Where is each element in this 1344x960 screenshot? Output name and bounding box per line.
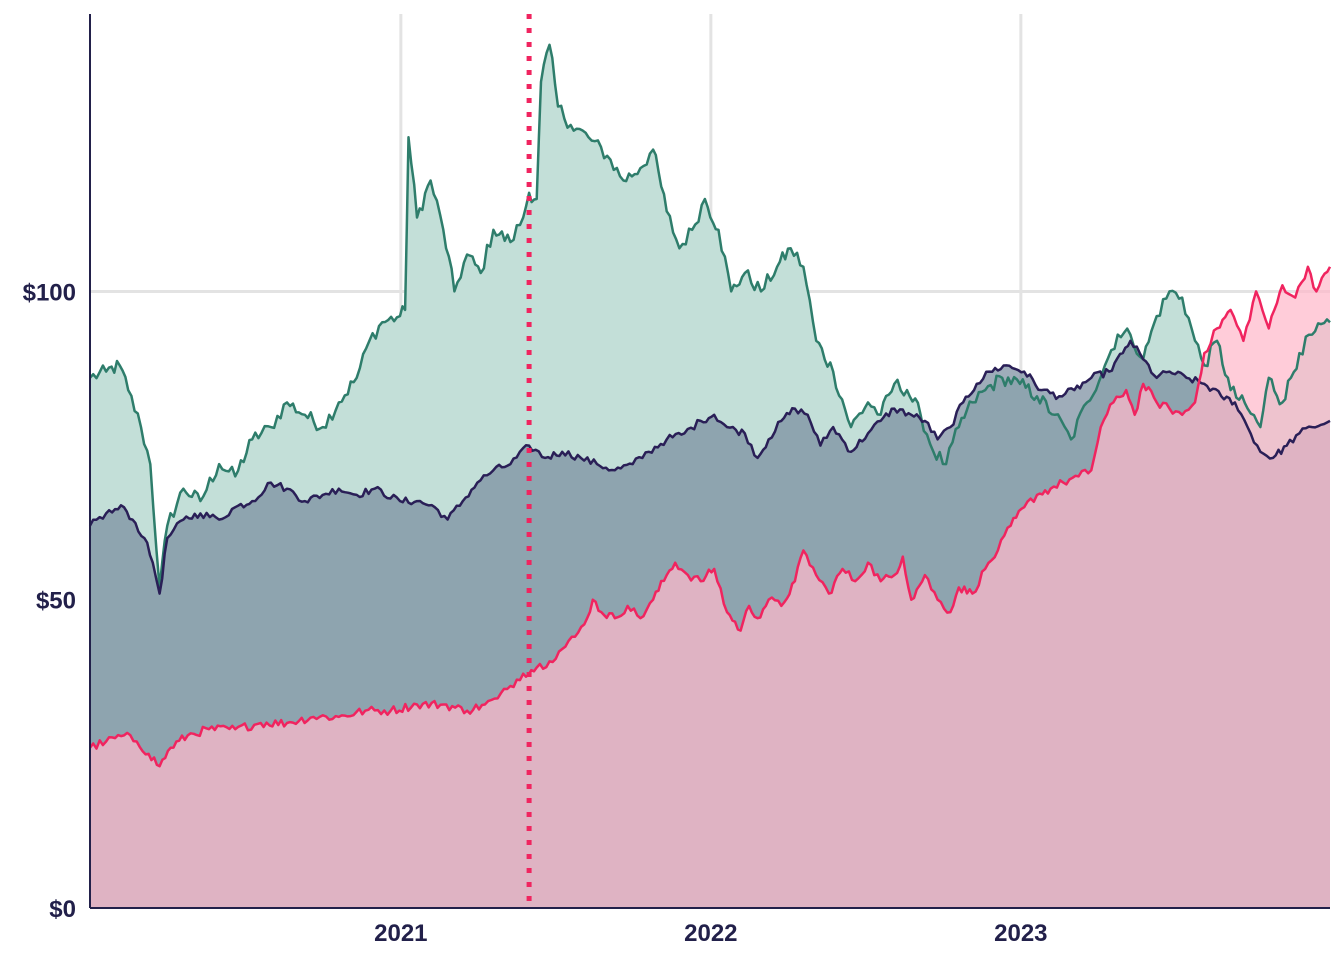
series-line-1	[89, 43, 1331, 589]
series-areas	[90, 44, 1330, 909]
series-line-2	[88, 339, 1331, 595]
x-tick-label: 2023	[994, 920, 1047, 947]
y-tick-label: $0	[49, 896, 76, 923]
x-tick-label: 2022	[684, 920, 737, 947]
series-lines	[88, 43, 1332, 768]
axes	[89, 14, 1330, 909]
series-line-3	[89, 265, 1332, 768]
tick-labels: $0 $50 $100 2021 2022 2023	[23, 279, 1048, 947]
series-area-3	[90, 266, 1330, 908]
y-tick-label: $100	[23, 279, 76, 306]
x-tick-label: 2021	[374, 920, 427, 947]
y-tick-label: $50	[36, 588, 76, 615]
